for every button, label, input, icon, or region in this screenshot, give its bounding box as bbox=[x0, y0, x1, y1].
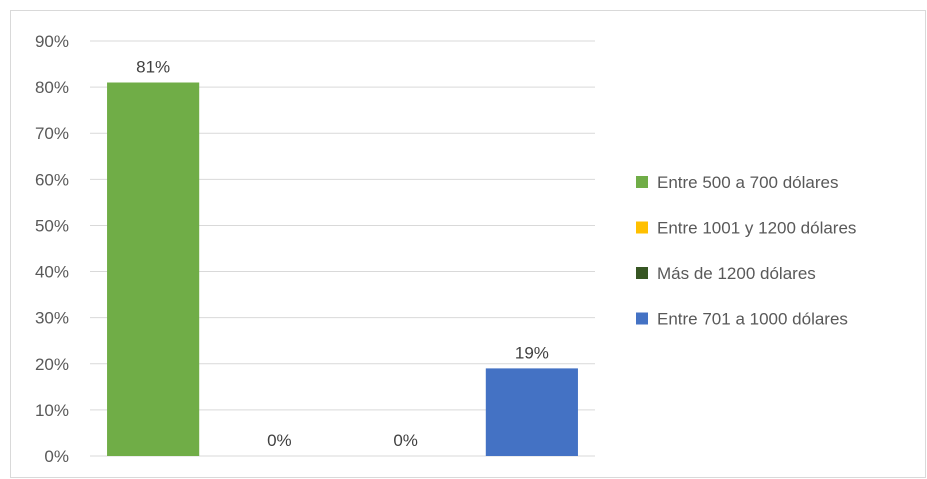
y-tick-label: 80% bbox=[35, 78, 69, 97]
y-tick-label: 20% bbox=[35, 355, 69, 374]
data-label-1: 81% bbox=[136, 58, 170, 77]
y-tick-label: 0% bbox=[44, 447, 69, 466]
y-tick-label: 70% bbox=[35, 124, 69, 143]
legend-swatch-1 bbox=[636, 176, 648, 188]
y-tick-label: 10% bbox=[35, 401, 69, 420]
data-label-4: 19% bbox=[515, 343, 549, 362]
legend-label-3: Más de 1200 dólares bbox=[657, 264, 816, 283]
legend-label-4: Entre 701 a 1000 dólares bbox=[657, 310, 848, 329]
y-tick-label: 60% bbox=[35, 170, 69, 189]
legend-swatch-2 bbox=[636, 221, 648, 234]
y-tick-label: 40% bbox=[35, 263, 69, 282]
bar-4 bbox=[485, 368, 578, 456]
y-axis-tick-labels: 0% 10% 20% 30% 40% 50% 60% 70% 80% 90% bbox=[35, 32, 69, 466]
y-tick-label: 30% bbox=[35, 309, 69, 328]
legend: Entre 500 a 700 dólares Entre 1001 y 1200… bbox=[636, 173, 856, 329]
legend-swatch-3 bbox=[636, 267, 648, 279]
y-tick-label: 50% bbox=[35, 216, 69, 235]
legend-swatch-4 bbox=[636, 312, 648, 325]
bar-1 bbox=[107, 82, 200, 456]
data-label-3: 0% bbox=[393, 431, 418, 450]
data-labels: 81% 0% 0% 19% bbox=[136, 58, 549, 451]
bars bbox=[107, 82, 578, 456]
legend-label-1: Entre 500 a 700 dólares bbox=[657, 173, 838, 192]
data-label-2: 0% bbox=[267, 431, 292, 450]
y-tick-label: 90% bbox=[35, 32, 69, 51]
legend-label-2: Entre 1001 y 1200 dólares bbox=[657, 219, 856, 238]
